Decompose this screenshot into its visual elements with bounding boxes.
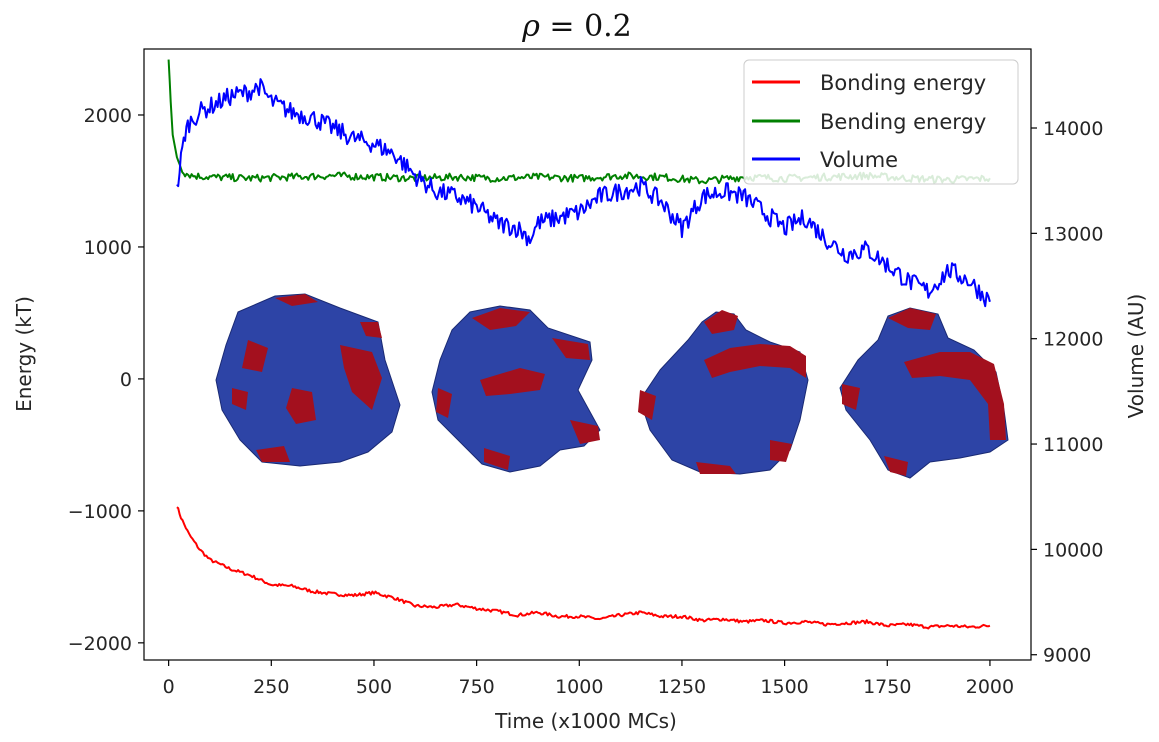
series-line-volume bbox=[176, 78, 991, 308]
chart-title: ρ = 0.2 bbox=[521, 9, 632, 44]
x-tick-label: 0 bbox=[163, 676, 175, 698]
membrane-snapshot-3 bbox=[638, 310, 809, 475]
x-tick-label: 500 bbox=[356, 676, 392, 698]
y-right-tick-label: 14000 bbox=[1043, 118, 1103, 140]
y-left-tick-label: 2000 bbox=[84, 105, 132, 127]
membrane-snapshot-4 bbox=[839, 307, 1009, 479]
membrane-snapshot-2 bbox=[431, 305, 601, 473]
plot-frame bbox=[143, 48, 1032, 661]
y-left-tick-label: −2000 bbox=[68, 633, 132, 655]
y-left-tick-label: −1000 bbox=[68, 501, 132, 523]
y-right-axis-ticks: 9000 10000 11000 12000 13000 14000 bbox=[1031, 118, 1103, 667]
y-right-tick-label: 10000 bbox=[1043, 539, 1103, 561]
x-tick-label: 2000 bbox=[966, 676, 1014, 698]
x-tick-label: 1500 bbox=[760, 676, 808, 698]
legend-box bbox=[743, 59, 1019, 185]
x-axis-label: Time (x1000 MCs) bbox=[494, 709, 677, 733]
x-tick-label: 250 bbox=[253, 676, 289, 698]
x-tick-label: 1750 bbox=[863, 676, 911, 698]
legend-label-bonding: Bonding energy bbox=[820, 71, 986, 95]
legend: Bonding energy Bending energy Volume bbox=[743, 59, 1019, 185]
x-tick-label: 750 bbox=[458, 676, 494, 698]
y-right-tick-label: 11000 bbox=[1043, 434, 1103, 456]
title-variable: ρ bbox=[521, 9, 540, 44]
y-left-axis-label: Energy (kT) bbox=[12, 296, 36, 412]
legend-label-bending: Bending energy bbox=[820, 110, 986, 134]
legend-label-volume: Volume bbox=[820, 148, 898, 172]
x-tick-label: 1000 bbox=[555, 676, 603, 698]
legend-entry-bonding: Bonding energy bbox=[752, 71, 986, 95]
y-right-tick-label: 9000 bbox=[1043, 645, 1091, 667]
x-tick-label: 1250 bbox=[658, 676, 706, 698]
y-left-tick-label: 1000 bbox=[84, 237, 132, 259]
y-left-axis-ticks: −2000 −1000 0 1000 2000 bbox=[68, 105, 144, 655]
x-axis-ticks: 0 250 500 750 1000 1250 1500 1750 2000 bbox=[163, 660, 1014, 698]
series-line-bonding-energy bbox=[176, 506, 991, 630]
y-right-tick-label: 13000 bbox=[1043, 223, 1103, 245]
y-right-tick-label: 12000 bbox=[1043, 329, 1103, 351]
title-operator: = bbox=[540, 9, 584, 44]
y-left-tick-label: 0 bbox=[120, 369, 132, 391]
membrane-snapshot-1 bbox=[215, 293, 401, 467]
legend-entry-volume: Volume bbox=[752, 148, 898, 172]
membrane-snapshots bbox=[215, 293, 1009, 479]
y-right-axis-label: Volume (AU) bbox=[1124, 294, 1148, 419]
title-value: 0.2 bbox=[584, 9, 632, 44]
legend-entry-bending: Bending energy bbox=[752, 110, 986, 134]
